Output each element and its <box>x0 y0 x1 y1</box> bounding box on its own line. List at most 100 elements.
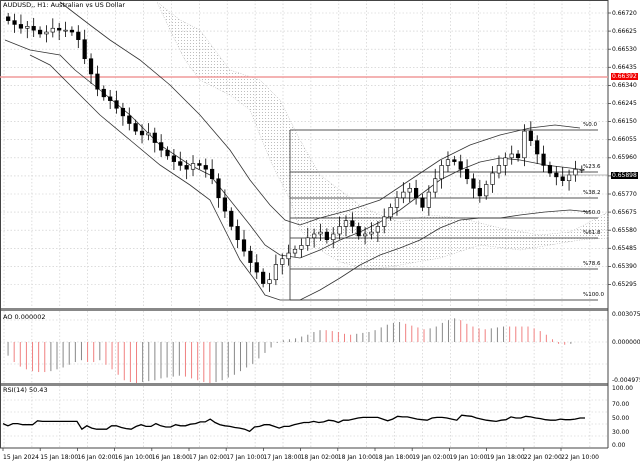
price-tick-label: 0.66150 <box>612 118 637 126</box>
bearish-candle <box>222 197 227 212</box>
bearish-candle <box>420 197 425 208</box>
bullish-candle <box>299 245 304 250</box>
bearish-candle <box>413 187 419 199</box>
price-tick-label: 0.66055 <box>612 136 637 144</box>
bearish-candle <box>324 231 329 241</box>
price-tick-label: 0.65675 <box>612 208 637 216</box>
time-tick-label: 19 Jan 18:00 <box>486 454 525 461</box>
time-tick-label: 17 Jan 02:00 <box>189 454 227 461</box>
price-tick-label: 0.66340 <box>612 81 637 89</box>
price-tick-label: 0.65485 <box>612 244 637 252</box>
time-tick-label: 18 Jan 10:00 <box>337 454 376 461</box>
rsi-tick-label: 0.00 <box>612 441 626 449</box>
bullish-candle <box>522 130 527 159</box>
price-tick-label: 0.66720 <box>612 9 637 17</box>
price-tick-label: 0.65770 <box>612 190 637 198</box>
time-tick-label: 15 Jan 2024 <box>3 454 39 461</box>
rsi-line <box>2 414 585 433</box>
bullish-candle <box>382 216 387 227</box>
bearish-candle <box>37 29 43 35</box>
bullish-candle <box>305 237 310 246</box>
bullish-candle <box>280 258 285 265</box>
ao-tick-label: 0.000000 <box>612 338 640 346</box>
bullish-candle <box>363 233 368 237</box>
time-tick-label: 18 Jan 18:00 <box>375 454 413 461</box>
bearish-candle <box>241 239 247 252</box>
bearish-candle <box>6 16 11 21</box>
price-tick-label: 0.66530 <box>612 45 637 53</box>
bullish-candle <box>496 165 502 174</box>
fib-label: %23.6 <box>583 164 601 170</box>
bullish-candle <box>312 233 317 239</box>
rsi-tick-label: 50.00 <box>612 414 630 422</box>
bearish-candle <box>139 130 145 136</box>
bullish-candle <box>394 197 400 208</box>
bearish-candle <box>88 58 94 75</box>
bearish-candle <box>554 172 559 178</box>
time-tick-label: 16 Jan 18:00 <box>151 454 190 461</box>
fib-label: %38.2 <box>583 190 601 196</box>
bullish-candle <box>509 153 514 159</box>
time-tick-label: 18 Jan 02:00 <box>300 454 339 461</box>
bullish-candle <box>337 226 342 235</box>
bullish-candle <box>484 184 489 197</box>
bullish-candle <box>146 132 151 136</box>
bearish-candle <box>203 165 208 170</box>
time-tick-label: 16 Jan 02:00 <box>77 454 116 461</box>
bearish-candle <box>547 165 553 174</box>
bearish-candle <box>248 250 253 263</box>
bearish-candle <box>95 73 100 90</box>
time-tick-label: 22 Jan 10:00 <box>561 454 599 461</box>
time-tick-label: 19 Jan 10:00 <box>449 454 488 461</box>
bollinger-lower <box>29 54 591 301</box>
panel-separator <box>0 383 608 386</box>
bearish-candle <box>101 88 106 98</box>
bearish-candle <box>165 149 170 157</box>
ao-tick-label: -0.004975 <box>612 376 640 384</box>
price-tick-label: 0.65960 <box>612 154 637 162</box>
price-tick-label: 0.66625 <box>612 27 637 35</box>
bullish-candle <box>573 168 578 176</box>
bullish-candle <box>267 279 272 284</box>
fib-label: %61.8 <box>583 230 601 236</box>
bearish-candle <box>108 96 113 101</box>
fib-label: %78.6 <box>583 261 601 267</box>
bearish-candle <box>197 163 202 166</box>
rsi-tick-label: 30.00 <box>612 428 630 436</box>
time-tick-label: 22 Jan 02:00 <box>523 454 562 461</box>
bearish-candle <box>31 26 36 31</box>
bullish-candle <box>44 31 49 35</box>
bearish-candle <box>114 100 119 109</box>
bullish-candle <box>579 168 584 171</box>
price-tick-label: 0.66435 <box>612 63 637 71</box>
time-tick-label: 17 Jan 18:00 <box>263 454 302 461</box>
time-tick-label: 15 Jan 18:00 <box>40 454 79 461</box>
ao-indicator-title: AO 0.000002 <box>3 313 46 321</box>
bullish-candle <box>292 248 298 254</box>
fib-label: %0.0 <box>583 122 597 128</box>
bearish-candle <box>171 155 177 162</box>
bearish-candle <box>216 178 221 199</box>
bearish-candle <box>57 27 62 31</box>
bearish-candle <box>76 31 81 40</box>
bullish-candle <box>490 172 495 185</box>
time-tick-label: 19 Jan 02:00 <box>412 454 451 461</box>
bollinger-upper <box>59 1 581 226</box>
bearish-candle <box>69 29 75 33</box>
bullish-candle <box>407 187 412 193</box>
bearish-candle <box>133 123 138 132</box>
bearish-candle <box>452 159 457 162</box>
rsi-indicator-title: RSI(14) 50.43 <box>3 386 48 394</box>
price-tick-label: 0.66245 <box>612 100 637 107</box>
bearish-candle <box>528 130 533 141</box>
bearish-candle <box>535 140 540 155</box>
time-tick-label: 16 Jan 10:00 <box>114 454 153 461</box>
bearish-candle <box>12 20 17 25</box>
bearish-candle <box>235 226 240 241</box>
bearish-candle <box>229 210 234 227</box>
bearish-candle <box>184 165 189 170</box>
price-tick-label: 0.65580 <box>612 226 637 234</box>
bearish-candle <box>261 271 266 284</box>
